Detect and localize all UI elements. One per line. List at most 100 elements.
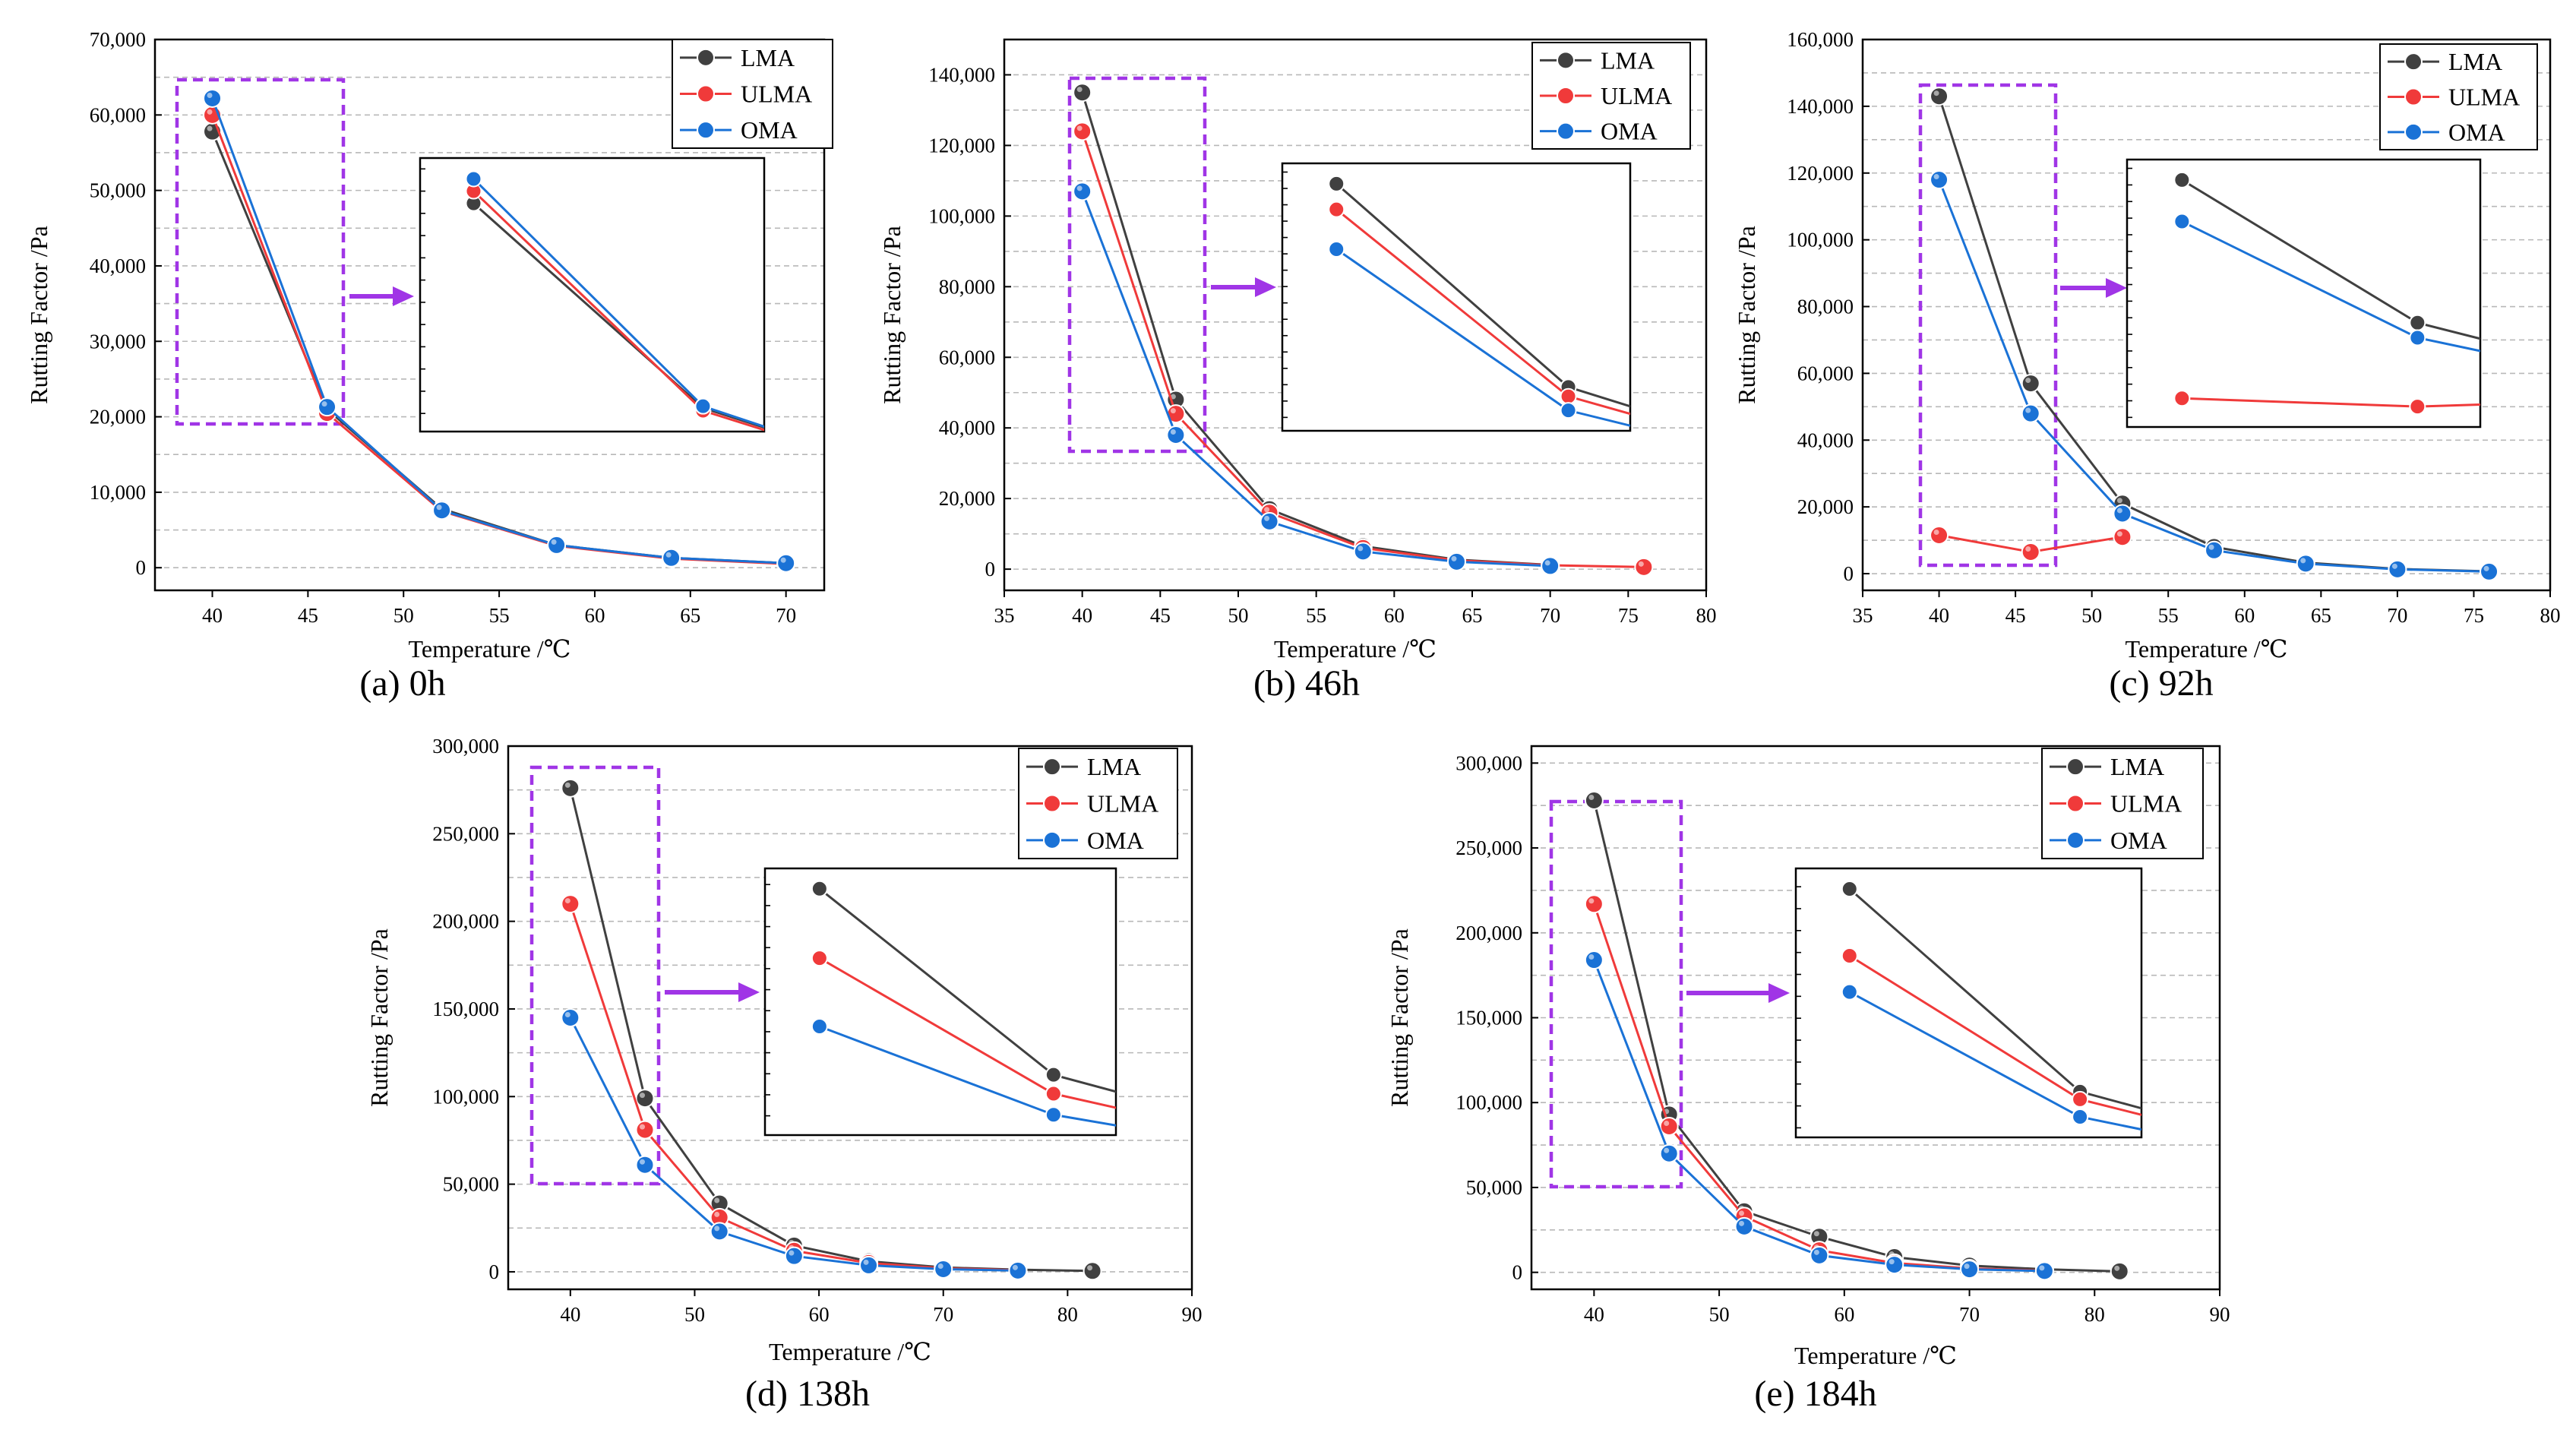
- y-tick-label: 40,000: [939, 416, 995, 439]
- y-tick-label: 40,000: [1797, 429, 1854, 451]
- x-tick-label: 55: [1306, 604, 1326, 627]
- panel-caption: (b) 46h: [1253, 663, 1360, 704]
- y-tick-label: 80,000: [1797, 296, 1854, 318]
- zoom-arrow-head: [738, 982, 760, 1002]
- data-point-shine: [207, 125, 213, 131]
- plot-frame: [1003, 38, 1708, 592]
- x-tick-label: 65: [1462, 604, 1483, 627]
- x-tick-label: 65: [2311, 604, 2331, 627]
- data-point-oma: [934, 1259, 953, 1279]
- legend-marker-lma: [1043, 757, 1061, 776]
- x-tick-label: 90: [2210, 1303, 2230, 1326]
- x-axis-title: Temperature /℃: [409, 635, 571, 663]
- inset-data-point-ulma: [2409, 398, 2426, 416]
- y-tick-label: 70,000: [90, 28, 146, 51]
- panel-caption: (d) 138h: [745, 1374, 870, 1414]
- data-point-lma: [2021, 374, 2040, 394]
- y-tick-label: 0: [1844, 562, 1854, 585]
- data-point-shine: [1087, 1265, 1093, 1271]
- x-tick-label: 80: [1696, 604, 1717, 627]
- legend-marker-lma: [2066, 757, 2085, 776]
- legend-label-lma: LMA: [741, 44, 795, 71]
- legend-marker-oma: [2066, 830, 2085, 849]
- legend-marker-ulma: [1043, 794, 1061, 813]
- data-point-shine: [1588, 898, 1595, 904]
- data-point-shine: [937, 1263, 943, 1269]
- series-line-oma: [211, 97, 786, 565]
- data-point-oma: [2034, 1261, 2054, 1281]
- data-point-ulma: [635, 1120, 655, 1140]
- y-tick-label: 60,000: [90, 103, 146, 126]
- y-tick-label: 0: [985, 558, 996, 580]
- inset-data-point-oma: [2173, 213, 2191, 230]
- x-tick-label: 90: [1182, 1303, 1203, 1326]
- inset-data-point-ulma: [2173, 390, 2191, 407]
- inset-data-point-oma: [1560, 402, 1577, 419]
- data-point-lma: [1930, 87, 1949, 106]
- y-tick-label: 60,000: [939, 346, 995, 368]
- inset-plot: [2173, 171, 2480, 416]
- x-tick-label: 45: [1150, 604, 1171, 627]
- data-point-shine: [1889, 1259, 1895, 1265]
- zoom-highlight-box: [175, 77, 346, 426]
- inset-data-point-lma: [1045, 1066, 1062, 1083]
- data-point-ulma: [1073, 122, 1092, 141]
- inset-data-point-ulma: [1560, 387, 1577, 405]
- data-point-oma: [1260, 511, 1279, 531]
- zoom-highlight-box: [1549, 799, 1683, 1189]
- y-tick-label: 10,000: [90, 481, 146, 504]
- data-point-oma: [1659, 1143, 1679, 1163]
- data-point-shine: [1588, 795, 1595, 800]
- data-point-oma: [2480, 561, 2499, 581]
- y-tick-label: 120,000: [928, 134, 995, 157]
- data-point-oma: [1008, 1260, 1028, 1280]
- inset-data-point-oma: [1841, 983, 1858, 1001]
- legend-label-lma: LMA: [1087, 753, 1141, 780]
- y-axis-title: Rutting Factor /Pa: [1733, 226, 1760, 404]
- chart-panel-4: 0 50,000 100,000 150,000 200,000 250,000 300,0…: [1386, 745, 2230, 1414]
- y-tick-label: 100,000: [1787, 229, 1854, 251]
- y-tick-label: 150,000: [432, 998, 499, 1020]
- inset-data-point-lma: [2409, 314, 2426, 331]
- data-point-shine: [1358, 546, 1364, 552]
- data-point-shine: [2116, 531, 2122, 537]
- data-point-oma: [1446, 552, 1466, 571]
- data-point-oma: [2021, 403, 2040, 423]
- x-tick-label: 70: [933, 1303, 953, 1326]
- legend-label-oma: OMA: [2110, 827, 2167, 854]
- legend-marker-lma: [2404, 52, 2423, 71]
- inset-data-point-ulma: [1841, 947, 1858, 964]
- legend-label-oma: OMA: [1601, 118, 1658, 145]
- data-point-shine: [2391, 563, 2397, 569]
- legend-label-oma: OMA: [741, 116, 798, 144]
- y-tick-label: 140,000: [1787, 95, 1854, 118]
- data-point-shine: [2025, 407, 2031, 413]
- data-point-shine: [665, 552, 672, 558]
- data-point-oma: [432, 501, 452, 520]
- y-tick-label: 80,000: [939, 275, 995, 298]
- data-point-shine: [1544, 560, 1550, 566]
- data-point-shine: [1170, 408, 1176, 414]
- data-point-shine: [2116, 498, 2122, 504]
- y-tick-label: 140,000: [928, 63, 995, 86]
- x-tick-label: 70: [2387, 604, 2407, 627]
- inset-plot: [465, 170, 764, 432]
- data-point-shine: [207, 92, 213, 98]
- inset-data-point-ulma: [2072, 1090, 2089, 1108]
- y-tick-label: 160,000: [1787, 28, 1854, 51]
- data-point-shine: [1076, 125, 1083, 131]
- x-tick-label: 35: [1853, 604, 1873, 627]
- data-point-shine: [2114, 1265, 2120, 1271]
- legend-label-lma: LMA: [2110, 753, 2164, 780]
- x-tick-label: 50: [684, 1303, 705, 1326]
- data-point-oma: [1960, 1260, 1980, 1279]
- data-point-lma: [1584, 791, 1604, 810]
- zoom-highlight-box: [1067, 76, 1207, 454]
- data-point-shine: [1076, 185, 1083, 191]
- data-point-shine: [2039, 1265, 2045, 1271]
- x-tick-label: 40: [1584, 1303, 1604, 1326]
- zoom-arrow-head: [393, 286, 414, 306]
- panel-caption: (a) 0h: [359, 663, 445, 704]
- y-tick-label: 0: [1512, 1261, 1523, 1284]
- x-tick-label: 75: [1618, 604, 1639, 627]
